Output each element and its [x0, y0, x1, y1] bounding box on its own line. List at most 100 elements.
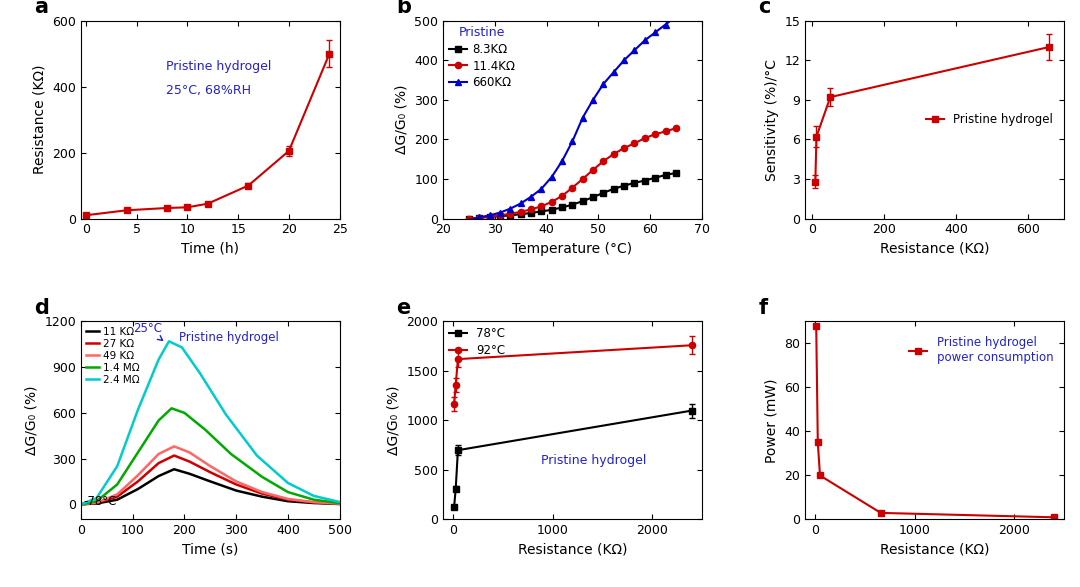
Text: c: c — [758, 0, 771, 16]
2.4 MΩ — [282, 480, 295, 487]
Text: 25°C: 25°C — [133, 322, 163, 340]
Y-axis label: Resistance (KΩ): Resistance (KΩ) — [32, 65, 46, 174]
8.3KΩ — [494, 212, 507, 220]
660KΩ — [618, 56, 631, 63]
8.3KΩ — [670, 170, 683, 177]
27 KΩ — [90, 500, 103, 507]
1.4 MΩ — [90, 498, 103, 505]
8.3KΩ — [649, 174, 662, 181]
1.4 MΩ — [178, 409, 191, 416]
11 KΩ — [75, 501, 87, 508]
2.4 MΩ — [152, 356, 165, 363]
49 KΩ — [256, 488, 269, 495]
11.4KΩ — [597, 157, 610, 164]
2.4 MΩ — [333, 498, 346, 505]
49 KΩ — [308, 498, 321, 505]
8.3KΩ — [586, 194, 599, 201]
660KΩ — [535, 185, 548, 193]
27 KΩ — [204, 469, 217, 476]
Text: Pristine hydrogel: Pristine hydrogel — [179, 332, 279, 345]
660KΩ — [473, 214, 486, 221]
Line: 27 KΩ: 27 KΩ — [81, 456, 339, 504]
1.4 MΩ — [308, 496, 321, 503]
660KΩ — [659, 21, 672, 28]
8.3KΩ — [597, 189, 610, 196]
49 KΩ — [90, 499, 103, 506]
11.4KΩ — [545, 198, 558, 205]
660KΩ — [555, 157, 568, 164]
1.4 MΩ — [256, 473, 269, 480]
Text: d: d — [35, 298, 50, 318]
8.3KΩ — [514, 211, 527, 218]
27 KΩ — [308, 499, 321, 506]
11.4KΩ — [535, 203, 548, 210]
27 KΩ — [75, 501, 87, 508]
660KΩ — [577, 114, 590, 121]
660KΩ — [649, 29, 662, 36]
8.3KΩ — [535, 208, 548, 215]
2.4 MΩ — [308, 492, 321, 500]
11.4KΩ — [607, 150, 620, 157]
11.4KΩ — [555, 193, 568, 200]
Y-axis label: ΔG/G₀ (%): ΔG/G₀ (%) — [25, 386, 39, 456]
11.4KΩ — [473, 214, 486, 221]
11 KΩ — [184, 470, 197, 477]
Y-axis label: ΔG/G₀ (%): ΔG/G₀ (%) — [387, 386, 401, 456]
8.3KΩ — [462, 215, 475, 222]
11 KΩ — [132, 485, 145, 492]
Legend: 11 KΩ, 27 KΩ, 49 KΩ, 1.4 MΩ, 2.4 MΩ: 11 KΩ, 27 KΩ, 49 KΩ, 1.4 MΩ, 2.4 MΩ — [86, 327, 139, 385]
660KΩ — [597, 80, 610, 87]
Legend: Pristine hydrogel
power consumption: Pristine hydrogel power consumption — [905, 332, 1058, 369]
660KΩ — [483, 212, 496, 219]
X-axis label: Time (s): Time (s) — [183, 543, 239, 557]
8.3KΩ — [618, 182, 631, 189]
660KΩ — [638, 37, 651, 44]
2.4 MΩ — [219, 411, 232, 418]
8.3KΩ — [577, 198, 590, 205]
11.4KΩ — [659, 128, 672, 135]
2.4 MΩ — [90, 495, 103, 502]
8.3KΩ — [566, 201, 579, 208]
Text: a: a — [35, 0, 49, 16]
11.4KΩ — [462, 215, 475, 222]
49 KΩ — [167, 443, 180, 450]
Text: Pristine hydrogel: Pristine hydrogel — [166, 60, 272, 73]
49 KΩ — [282, 495, 295, 502]
2.4 MΩ — [75, 501, 87, 508]
11 KΩ — [111, 496, 124, 503]
49 KΩ — [184, 449, 197, 456]
2.4 MΩ — [193, 370, 206, 377]
11.4KΩ — [483, 213, 496, 220]
11 KΩ — [204, 478, 217, 485]
27 KΩ — [333, 500, 346, 507]
11.4KΩ — [577, 176, 590, 183]
1.4 MΩ — [152, 417, 165, 424]
11 KΩ — [90, 500, 103, 507]
11.4KΩ — [649, 131, 662, 138]
8.3KΩ — [525, 210, 538, 217]
660KΩ — [607, 69, 620, 76]
27 KΩ — [184, 458, 197, 465]
2.4 MΩ — [162, 338, 175, 345]
8.3KΩ — [555, 204, 568, 211]
660KΩ — [504, 205, 517, 212]
11 KΩ — [152, 473, 165, 480]
11.4KΩ — [494, 212, 507, 219]
X-axis label: Resistance (KΩ): Resistance (KΩ) — [880, 242, 989, 256]
660KΩ — [462, 217, 475, 224]
Text: -78°C: -78°C — [83, 495, 117, 508]
11 KΩ — [230, 487, 243, 494]
Legend: 78°C, 92°C: 78°C, 92°C — [449, 328, 505, 357]
1.4 MΩ — [225, 450, 238, 457]
11.4KΩ — [618, 144, 631, 151]
1.4 MΩ — [282, 488, 295, 495]
49 KΩ — [111, 491, 124, 498]
Text: 25°C, 68%RH: 25°C, 68%RH — [166, 84, 252, 97]
660KΩ — [545, 173, 558, 180]
27 KΩ — [167, 452, 180, 459]
2.4 MΩ — [175, 344, 188, 351]
27 KΩ — [230, 481, 243, 488]
49 KΩ — [333, 500, 346, 507]
660KΩ — [670, 13, 683, 20]
49 KΩ — [204, 463, 217, 470]
